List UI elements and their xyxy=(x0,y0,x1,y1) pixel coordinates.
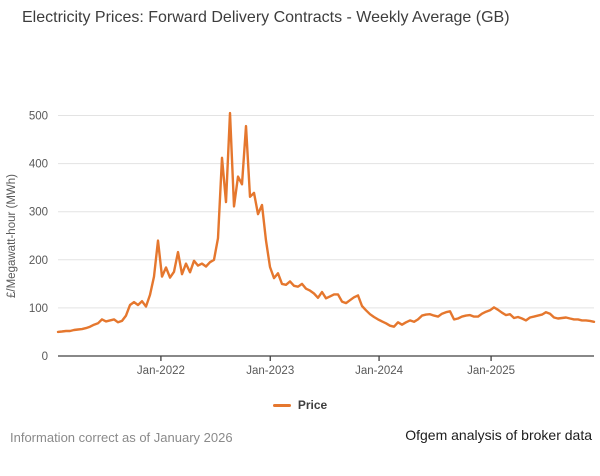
legend-line-swatch xyxy=(272,403,291,407)
y-tick-label: 300 xyxy=(29,207,48,219)
x-tick-label: Jan-2024 xyxy=(355,365,404,377)
legend: Price xyxy=(0,398,600,412)
y-tick-label: 400 xyxy=(29,159,48,171)
y-tick-label: 200 xyxy=(29,255,48,267)
chart-title: Electricity Prices: Forward Delivery Con… xyxy=(22,9,510,26)
y-tick-label: 100 xyxy=(29,303,48,315)
x-tick-label: Jan-2022 xyxy=(137,365,185,377)
y-axis-title: £/Megawatt-hour (MWh) xyxy=(6,174,18,298)
x-tick-label: Jan-2023 xyxy=(246,365,294,377)
legend-label-price: Price xyxy=(297,398,328,412)
y-tick-label: 500 xyxy=(29,111,48,123)
price-line-series xyxy=(56,111,596,334)
y-tick-label: 0 xyxy=(42,351,48,363)
footer-note-source: Ofgem analysis of broker data xyxy=(405,427,592,443)
x-tick-label: Jan-2025 xyxy=(467,365,515,377)
footer-note-date: Information correct as of January 2026 xyxy=(10,430,233,445)
